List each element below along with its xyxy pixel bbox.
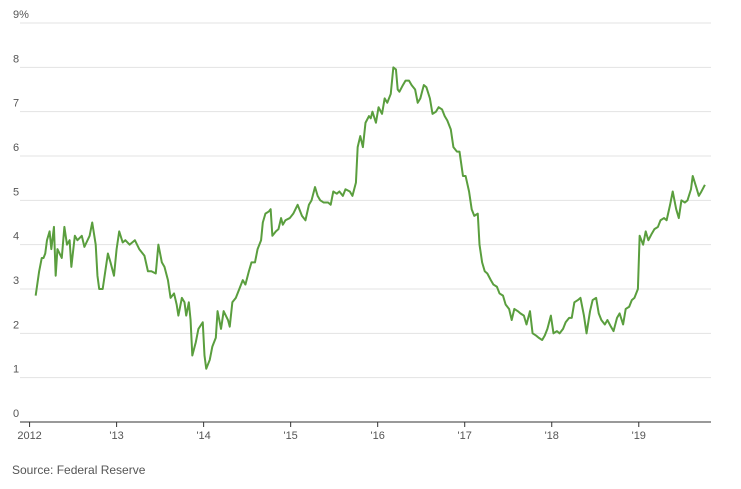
line <box>34 66 706 370</box>
y-tick-label: 6 <box>13 142 19 154</box>
x-tick-label: '17 <box>458 430 472 442</box>
y-tick-label: 1 <box>13 364 19 376</box>
x-tick-label: '13 <box>109 430 123 442</box>
y-tick-label: 7 <box>13 98 19 110</box>
source: Source: Federal Reserve <box>12 463 146 477</box>
x-tick-label: '14 <box>196 430 210 442</box>
y-tick-label: 9% <box>13 9 29 21</box>
y-tick-label: 3 <box>13 275 19 287</box>
y-tick-label: 5 <box>13 186 19 198</box>
y-tick-label: 4 <box>13 231 19 243</box>
x-tick-label: '19 <box>632 430 646 442</box>
y-tick-label: 8 <box>13 53 19 65</box>
x-tick-label: '18 <box>545 430 559 442</box>
x-tick-label: 2012 <box>17 430 41 442</box>
x-tick-label: '16 <box>371 430 385 442</box>
x-tick-label: '15 <box>283 430 297 442</box>
y-tick-label: 0 <box>13 408 19 420</box>
y-tick-label: 2 <box>13 319 19 331</box>
